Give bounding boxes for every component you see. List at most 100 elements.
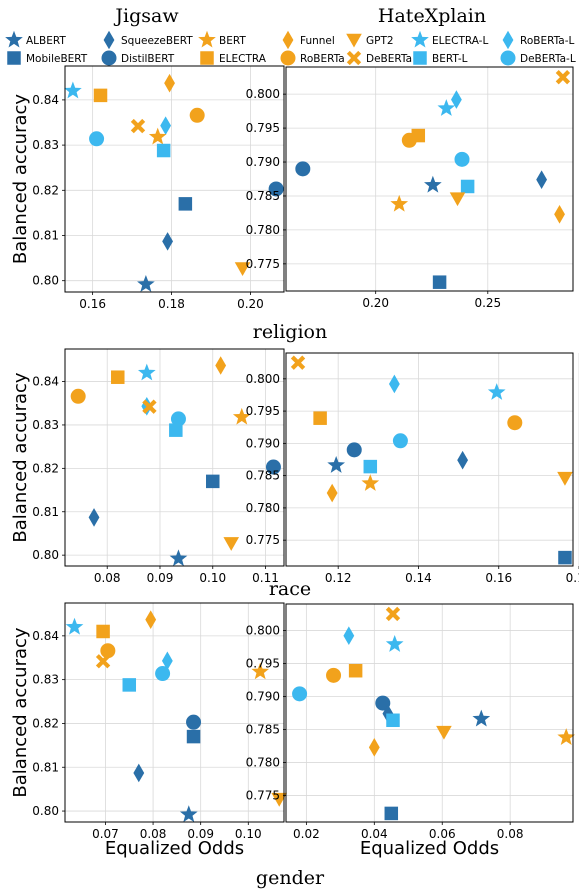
- point-deberta-l: [292, 686, 308, 702]
- point-electra: [96, 624, 110, 639]
- point-squeezebert: [133, 763, 145, 783]
- row-title-gender: gender: [256, 867, 325, 889]
- point-deberta-l: [170, 411, 186, 427]
- point-gpt2: [223, 537, 240, 551]
- panel-jigsaw-race: 0.08 0.09 0.10 0.11 0.80 0.81 0.82 0.83 0.84Bala…: [10, 348, 285, 585]
- legend-marker-deberta-l: [500, 50, 516, 66]
- x-tick-label: 0.02: [293, 827, 320, 841]
- y-tick-label: 0.83: [32, 138, 59, 152]
- plot-frame: [64, 348, 285, 567]
- column-title-hatexplain: HateXplain: [378, 5, 486, 27]
- point-bert: [390, 194, 409, 212]
- x-tick-label: 0.09: [187, 827, 214, 841]
- point-distilbert: [346, 442, 362, 458]
- point-roberta-l: [451, 90, 462, 109]
- point-deberta: [130, 118, 146, 134]
- point-electra-l: [487, 383, 506, 400]
- plot-frame: [285, 66, 574, 292]
- y-tick-label: 0.84: [32, 629, 59, 643]
- x-tick-label: 0.10: [235, 827, 262, 841]
- legend-label-distilbert: DistilBERT: [121, 53, 175, 65]
- y-tick-label: 0.83: [32, 418, 59, 432]
- point-albert: [424, 175, 442, 193]
- x-tick-label: 0.08: [140, 827, 167, 841]
- panels: 0.16 0.18 0.200.800.810.820.830.84Balanced…: [10, 65, 579, 859]
- row-title-religion: religion: [253, 321, 327, 343]
- panel-hatexplain-religion: 0.20 0.25 0.775 0.780 0.785 0.790 0.795 0.800: [246, 66, 574, 310]
- y-tick-label: 0.780: [246, 501, 280, 515]
- legend-label-bert: BERT: [219, 35, 246, 47]
- x-tick-label: 0.11: [252, 571, 279, 585]
- legend-marker-funnel: [282, 30, 294, 50]
- y-tick-label: 0.800: [246, 623, 280, 637]
- point-bert-l: [386, 713, 400, 728]
- x-axis-label: Equalized Odds: [360, 838, 499, 859]
- plot-frame: [64, 602, 285, 823]
- point-bert: [557, 728, 576, 745]
- legend-marker-bert-l: [413, 51, 427, 65]
- point-bert: [251, 662, 270, 680]
- point-roberta: [70, 388, 86, 404]
- legend-label-deberta-l: DeBERTa-L: [520, 53, 576, 65]
- x-tick-label: 0.06: [429, 827, 456, 841]
- point-albert: [327, 456, 346, 473]
- legend-entry-roberta-l: RoBERTa-L: [502, 30, 575, 50]
- y-tick-label: 0.80: [32, 548, 59, 562]
- point-squeezebert: [457, 450, 469, 470]
- point-funnel: [145, 610, 157, 629]
- legend-marker-bert: [198, 30, 216, 48]
- panel-jigsaw-religion: 0.16 0.18 0.20 0.80 0.81 0.82 0.83 0.84Balanced…: [10, 65, 285, 311]
- y-tick-label: 0.82: [32, 183, 59, 197]
- y-tick-label: 0.82: [32, 716, 59, 730]
- point-bert-l: [460, 179, 475, 194]
- point-gpt2: [449, 192, 466, 207]
- point-deberta: [95, 654, 111, 669]
- legend-label-mobilebert: MobileBERT: [26, 53, 88, 65]
- legend-label-roberta: RoBERTa: [300, 53, 345, 65]
- plot-frame: [64, 65, 285, 293]
- point-bert-l: [169, 423, 183, 437]
- legend-marker-electra: [200, 51, 214, 65]
- y-tick-label: 0.81: [32, 505, 59, 519]
- x-tick-label: 0.08: [94, 571, 121, 585]
- point-bert: [232, 407, 251, 425]
- point-deberta-l: [454, 151, 470, 167]
- point-funnel: [326, 483, 338, 503]
- plot-frame: [285, 352, 574, 567]
- point-gpt2: [436, 725, 452, 740]
- x-tick-label: 0.10: [199, 571, 226, 585]
- legend-entry-deberta: DeBERTa: [346, 50, 412, 66]
- column-title-jigsaw: Jigsaw: [113, 5, 179, 27]
- y-tick-label: 0.80: [32, 804, 59, 818]
- legend-marker-roberta: [280, 50, 296, 66]
- x-tick-label: 0.08: [497, 827, 524, 841]
- y-tick-label: 0.83: [32, 673, 59, 687]
- point-funnel: [164, 73, 175, 93]
- legend-marker-distilbert: [101, 50, 117, 66]
- y-tick-label: 0.780: [246, 756, 280, 770]
- y-tick-label: 0.84: [32, 375, 59, 389]
- y-tick-label: 0.790: [246, 436, 280, 450]
- point-funnel: [554, 205, 565, 224]
- point-bert-l: [122, 678, 137, 692]
- point-electra: [93, 88, 108, 103]
- point-electra: [313, 411, 327, 425]
- legend-entry-electra: ELECTRA: [200, 51, 267, 65]
- point-funnel: [368, 738, 380, 757]
- y-tick-label: 0.775: [246, 533, 280, 547]
- point-albert: [472, 709, 491, 727]
- plot-frame: [285, 603, 574, 823]
- point-squeezebert: [162, 232, 173, 251]
- point-distilbert: [295, 161, 311, 177]
- point-electra: [348, 663, 363, 678]
- legend-label-electra: ELECTRA: [219, 53, 267, 65]
- point-distilbert: [265, 459, 281, 475]
- point-bert: [148, 127, 167, 145]
- legend-marker-electra-l: [411, 30, 429, 48]
- x-tick-label: 0.14: [405, 571, 432, 585]
- legend-marker-deberta: [346, 50, 362, 66]
- point-deberta-l: [89, 131, 105, 147]
- x-tick-label: 0.16: [485, 571, 512, 585]
- y-tick-label: 0.795: [246, 121, 280, 135]
